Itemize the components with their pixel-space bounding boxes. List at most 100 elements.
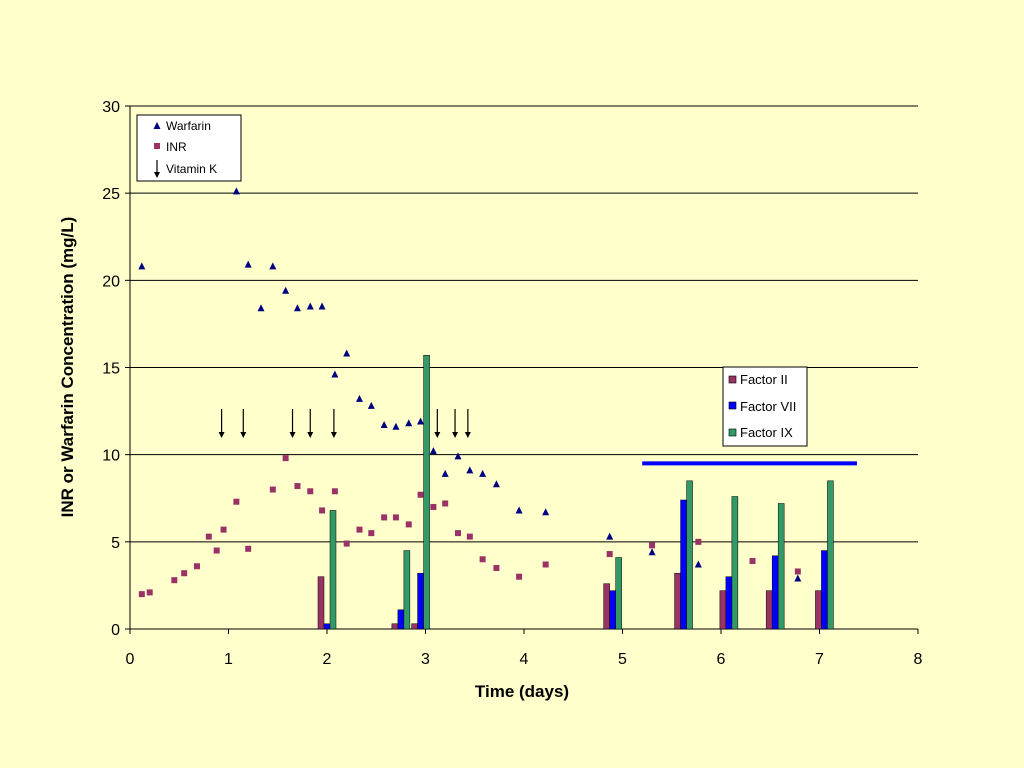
inr-point: [171, 577, 178, 584]
inr-point: [307, 488, 314, 495]
warfarin-point: [441, 469, 449, 477]
warfarin-point: [405, 419, 413, 427]
x-tick-label: 5: [618, 651, 627, 668]
factor-vii-bar: [680, 499, 687, 630]
legend-factor-ix-label: Factor IX: [740, 425, 793, 440]
y-tick-label: 20: [102, 273, 120, 290]
warfarin-point: [380, 421, 388, 429]
x-axis-title: Time (days): [475, 682, 569, 701]
inr-point: [138, 591, 145, 598]
warfarin-legend-marker: [153, 122, 161, 129]
legend-bars-box: [722, 366, 808, 447]
inr-point: [282, 455, 289, 462]
warfarin-point: [293, 304, 301, 312]
x-tick-label: 2: [323, 651, 332, 668]
factor-ii-bar: [674, 572, 681, 630]
warfarin-point: [343, 349, 351, 357]
factor-ix-swatch: [728, 428, 737, 437]
inr-point: [181, 570, 188, 577]
y-tick-label: 10: [102, 448, 120, 465]
factor-ii-swatch: [728, 375, 737, 384]
warfarin-point: [466, 466, 474, 474]
warfarin-point: [454, 452, 462, 460]
inr-point: [193, 563, 200, 570]
warfarin-point: [794, 574, 802, 582]
inr-legend-marker: [154, 143, 160, 149]
inr-point: [213, 547, 220, 554]
warfarin-point: [356, 394, 364, 402]
inr-point: [649, 542, 656, 549]
vitamin-k-arrowhead: [218, 432, 225, 438]
inr-point: [392, 514, 399, 521]
inr-point: [356, 526, 363, 533]
vitamin-k-arrowhead: [240, 432, 247, 438]
factor-ix-bar: [777, 503, 785, 630]
factor-ii-bar: [603, 583, 610, 630]
inr-point: [430, 503, 437, 510]
inr-point: [516, 573, 523, 580]
vitamin-k-legend-arrowhead: [154, 172, 160, 178]
factor-vii-bar: [821, 550, 828, 630]
inr-point: [405, 521, 412, 528]
factor-vii-bar: [725, 576, 733, 630]
factor-ii-bar: [411, 623, 418, 630]
inr-point: [233, 498, 240, 505]
factor-vii-bar: [397, 609, 405, 630]
factor-ix-bar: [731, 496, 739, 630]
factor-ix-bar: [403, 550, 411, 630]
factor-ix-bar: [686, 480, 693, 630]
legend-warfarin-label: Warfarin: [166, 119, 211, 133]
factor-ix-bar: [827, 480, 834, 630]
warfarin-point: [282, 286, 290, 294]
inr-point: [749, 558, 756, 565]
warfarin-point: [318, 302, 326, 310]
factor-ii-bar: [765, 590, 773, 630]
factor-ii-bar: [815, 590, 822, 630]
warfarin-point: [269, 262, 277, 270]
y-tick-label: 15: [102, 361, 120, 378]
inr-point: [269, 486, 276, 493]
warfarin-point: [417, 417, 425, 425]
factor-vii-bar: [609, 590, 616, 630]
inr-point: [220, 526, 227, 533]
x-tick-label: 6: [717, 651, 726, 668]
x-tick-label: 8: [914, 651, 923, 668]
warfarin-point: [306, 302, 314, 310]
warfarin-point: [542, 508, 550, 516]
inr-point: [695, 538, 702, 545]
tick-labels: 0 5 10 15 20 25 30 0 1 2 3 4 5 6 7 8: [102, 99, 922, 668]
warfarin-point: [232, 187, 240, 195]
warfarin-point: [367, 401, 375, 409]
x-tick-label: 4: [520, 651, 529, 668]
x-tick-label: 0: [126, 651, 135, 668]
y-axis-title: INR or Warfarin Concentration (mg/L): [58, 217, 77, 518]
warfarin-point: [331, 370, 339, 378]
inr-point: [479, 556, 486, 563]
x-tick-label: 1: [224, 651, 233, 668]
inr-point: [466, 533, 473, 540]
y-tick-label: 5: [111, 535, 120, 552]
inr-point: [606, 551, 613, 558]
factor-ii-bar: [391, 623, 399, 630]
legend-vitamin-k-label: Vitamin K: [166, 162, 217, 176]
inr-point: [542, 561, 549, 568]
inr-point: [245, 545, 252, 552]
inr-points: [138, 455, 801, 598]
warfarin-point: [257, 304, 265, 312]
factor-ix-bar: [329, 510, 337, 630]
inr-point: [319, 507, 326, 514]
inr-point: [331, 488, 338, 495]
y-tick-label: 0: [111, 622, 120, 639]
vitamin-k-arrowhead: [452, 432, 459, 438]
inr-point: [794, 568, 801, 575]
warfarin-points: [138, 187, 802, 582]
inr-point: [205, 533, 212, 540]
warfarin-point: [138, 262, 146, 270]
warfarin-point: [606, 532, 614, 540]
grid-lines: [130, 105, 918, 543]
vitamin-k-arrows: [218, 409, 471, 438]
factor-ii-bar: [317, 576, 325, 630]
inr-point: [343, 540, 350, 547]
y-tick-label: 30: [102, 99, 120, 116]
